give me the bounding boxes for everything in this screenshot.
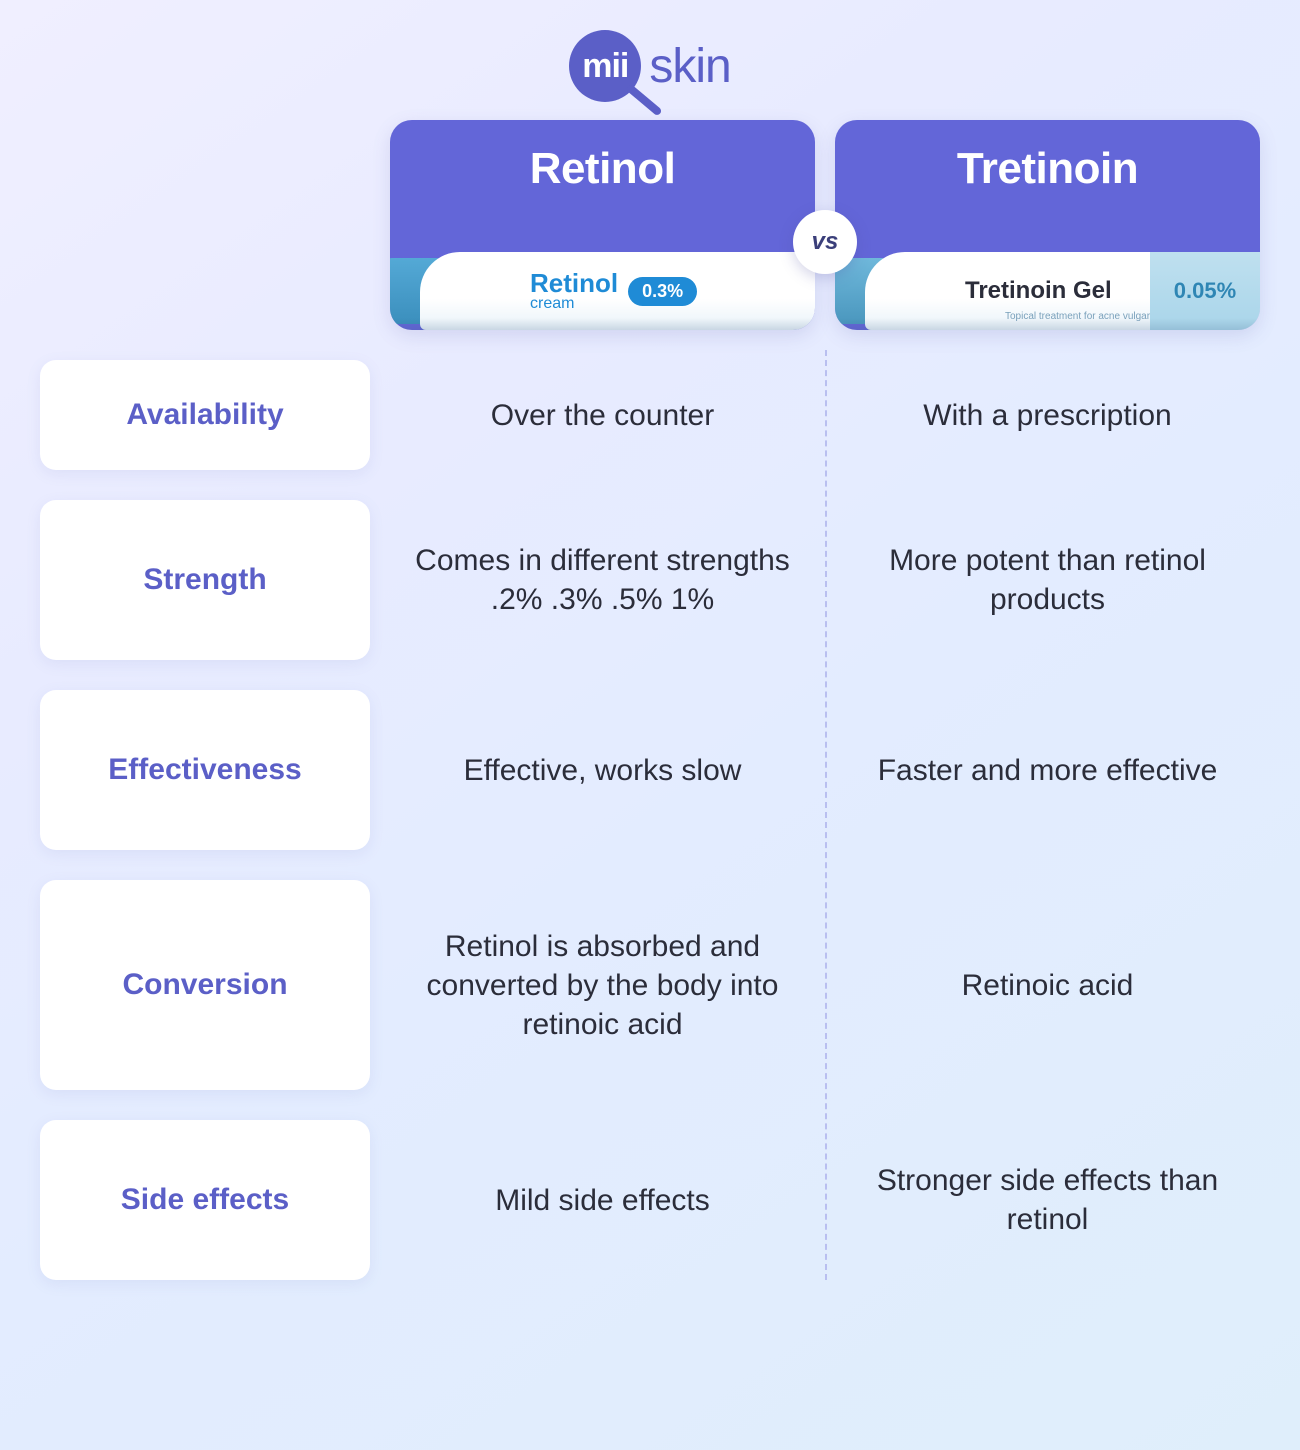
cell-strength-left: Comes in different strengths .2% .3% .5%… — [390, 500, 815, 660]
tube-illustration-left: Retinol cream 0.3% — [390, 240, 815, 330]
cell-sideeffects-right: Stronger side effects than retinol — [835, 1120, 1260, 1280]
vs-badge: vs — [793, 210, 857, 274]
column-divider — [825, 350, 827, 1280]
product-title-left: Retinol — [530, 144, 676, 194]
tube-illustration-right: Tretinoin Gel Topical treatment for acne… — [835, 240, 1260, 330]
cell-effectiveness-left: Effective, works slow — [390, 690, 815, 850]
tube-sub-left: cream — [530, 296, 618, 312]
cell-conversion-right: Retinoic acid — [835, 880, 1260, 1090]
tube-pill-left: 0.3% — [628, 277, 697, 306]
brand-logo: mii skin — [40, 30, 1260, 102]
tube-brand-right: Tretinoin Gel — [965, 277, 1112, 305]
product-title-right: Tretinoin — [957, 144, 1138, 194]
cell-availability-right: With a prescription — [835, 360, 1260, 470]
tube-brand-left: Retinol — [530, 270, 618, 296]
cell-strength-right: More potent than retinol products — [835, 500, 1260, 660]
cell-effectiveness-right: Faster and more effective — [835, 690, 1260, 850]
logo-suffix: skin — [649, 39, 730, 94]
product-card-retinol: Retinol Retinol cream 0.3% — [390, 120, 815, 330]
cell-conversion-left: Retinol is absorbed and converted by the… — [390, 880, 815, 1090]
cell-availability-left: Over the counter — [390, 360, 815, 470]
row-label-availability: Availability — [40, 360, 370, 470]
cell-sideeffects-left: Mild side effects — [390, 1120, 815, 1280]
logo-mark: mii — [569, 30, 641, 102]
row-label-strength: Strength — [40, 500, 370, 660]
row-label-sideeffects: Side effects — [40, 1120, 370, 1280]
logo-prefix: mii — [582, 47, 628, 86]
row-label-effectiveness: Effectiveness — [40, 690, 370, 850]
comparison-table: vs Retinol Retinol cream 0.3% Tretinoin … — [40, 120, 1260, 1280]
row-label-conversion: Conversion — [40, 880, 370, 1090]
header-spacer — [40, 120, 370, 330]
product-card-tretinoin: Tretinoin Tretinoin Gel Topical treatmen… — [835, 120, 1260, 330]
